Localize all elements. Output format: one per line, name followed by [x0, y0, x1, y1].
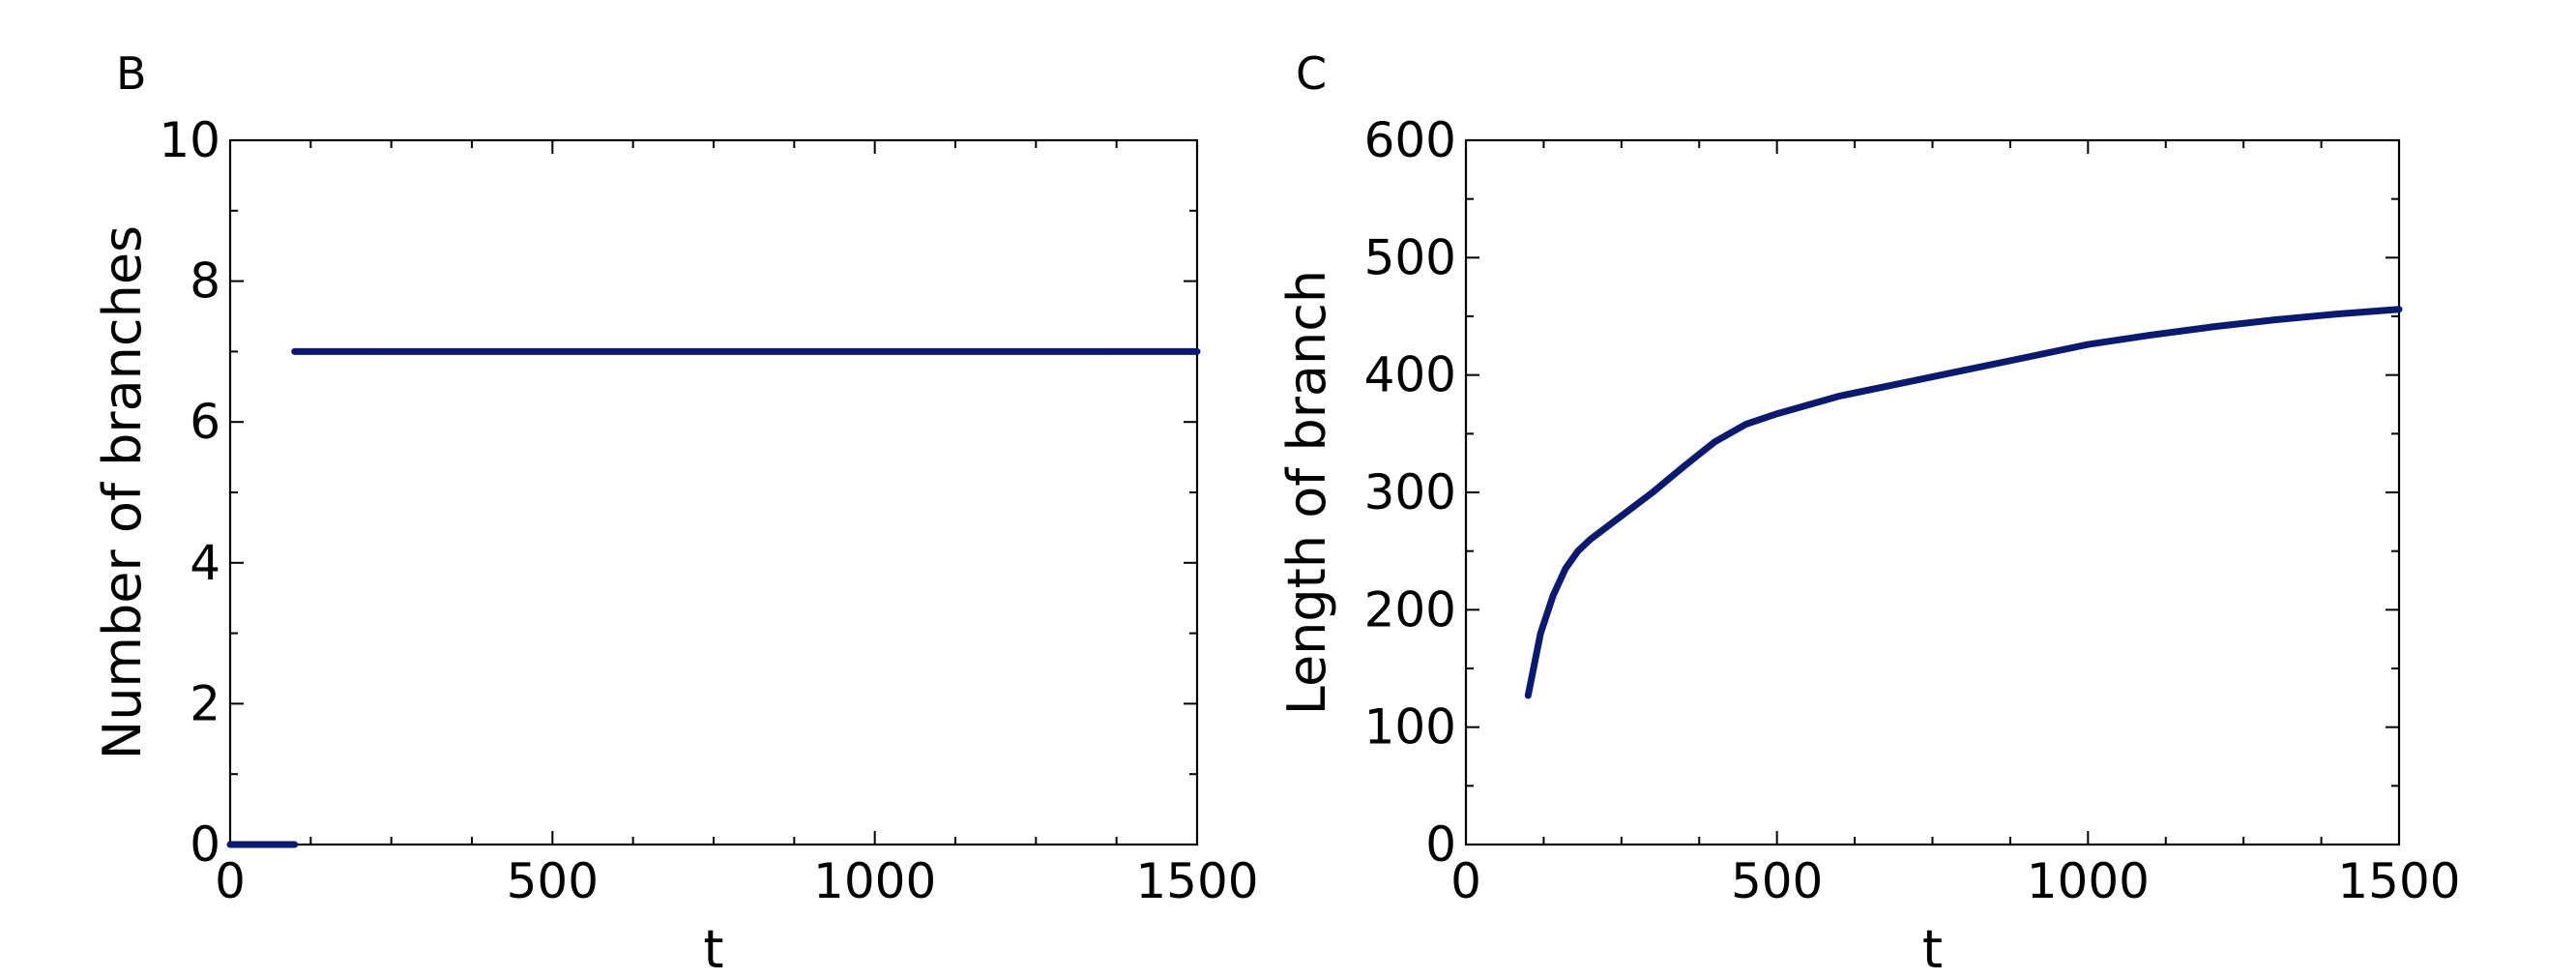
panel-label: C	[1296, 47, 1327, 100]
y-axis-label: Number of branches	[92, 225, 153, 759]
y-tick-label: 300	[1364, 464, 1456, 520]
y-tick-label: 100	[1364, 699, 1456, 756]
y-axis-label: Length of branch	[1276, 270, 1337, 715]
x-tick-label: 1500	[2337, 853, 2460, 909]
y-tick-label: 0	[190, 816, 220, 873]
series-line	[1524, 306, 2403, 699]
plot-frame	[228, 138, 1199, 846]
x-tick-label: 1000	[813, 853, 936, 909]
x-axis-label: t	[703, 919, 723, 979]
y-tick-label: 4	[190, 535, 220, 591]
y-tick-label: 400	[1364, 347, 1456, 403]
x-tick-label: 1500	[1135, 853, 1258, 909]
y-tick-label: 500	[1364, 229, 1456, 285]
y-tick-label: 200	[1364, 581, 1456, 638]
x-tick-label: 0	[215, 853, 246, 909]
x-tick-label: 1000	[2027, 853, 2150, 909]
x-tick-label: 500	[507, 853, 599, 909]
y-tick-label: 0	[1425, 816, 1456, 873]
y-tick-label: 2	[190, 675, 220, 731]
y-tick-label: 600	[1364, 112, 1456, 168]
y-tick-label: 8	[190, 253, 220, 310]
plot-frame	[1464, 138, 2401, 846]
x-axis-label: t	[1922, 919, 1943, 979]
y-tick-label: 10	[159, 112, 220, 168]
y-tick-label: 6	[190, 394, 220, 450]
x-tick-label: 0	[1450, 853, 1481, 909]
panel-label: B	[116, 47, 147, 100]
x-tick-label: 500	[1731, 853, 1823, 909]
